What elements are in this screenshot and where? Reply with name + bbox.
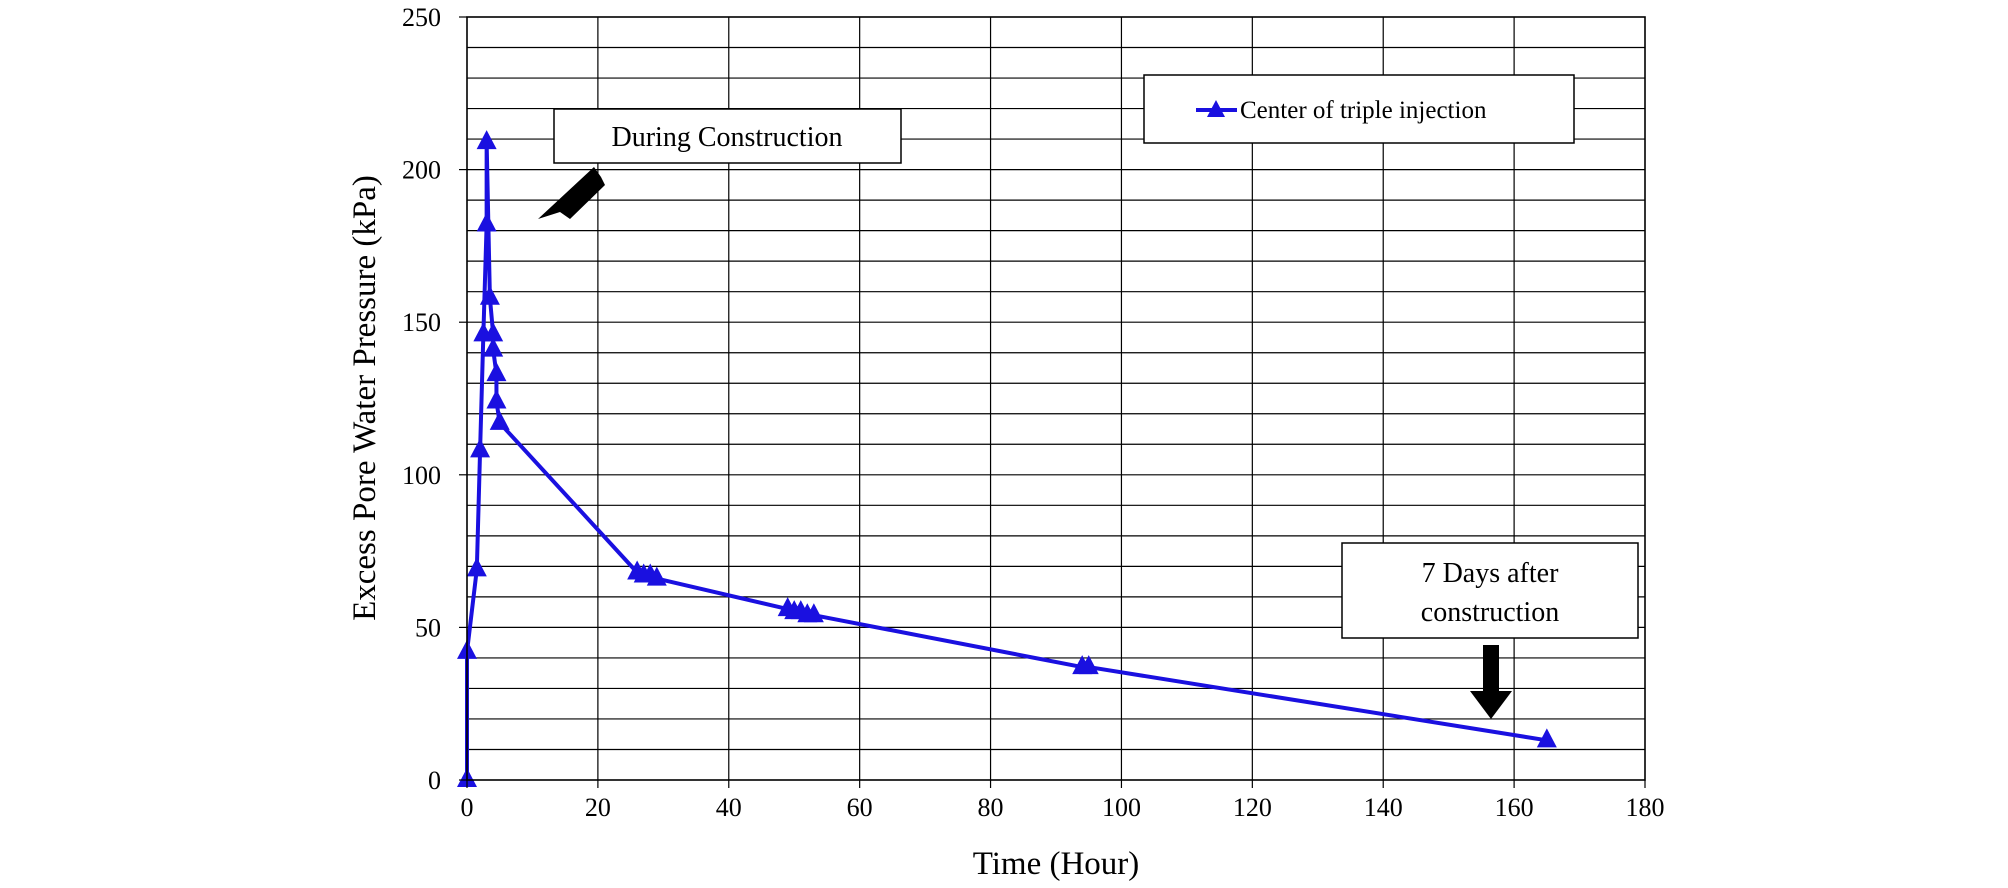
x-tick-label: 40 [716, 793, 742, 822]
data-point-marker [486, 362, 507, 382]
annotation-box [553, 108, 902, 164]
annotation-box [1341, 542, 1639, 639]
arrow-down-icon [1470, 645, 1512, 719]
data-point-marker [803, 603, 824, 623]
data-point-marker [466, 557, 487, 577]
x-tick-label: 0 [461, 793, 474, 822]
legend-label: Center of triple injection [1240, 97, 1487, 124]
data-point-marker [489, 410, 510, 430]
series-layer [457, 130, 1557, 787]
data-point-marker [486, 389, 507, 409]
data-point-marker [476, 130, 497, 150]
x-tick-label: 80 [978, 793, 1004, 822]
x-tick-label: 180 [1626, 793, 1665, 822]
x-axis-tick-labels: 0 20 40 60 80 100 120 140 160 180 [461, 780, 1665, 822]
y-axis-title: Excess Pore Water Pressure (kPa) [347, 175, 383, 621]
annotation-text: During Construction [612, 122, 843, 153]
data-point-marker [479, 285, 500, 305]
x-tick-label: 160 [1495, 793, 1534, 822]
y-axis-tick-labels: 0 50 100 150 200 250 [402, 3, 467, 795]
y-tick-label: 150 [402, 308, 441, 337]
data-point-marker [646, 566, 667, 586]
legend-triangle-marker [1207, 100, 1225, 117]
data-point-marker [1078, 655, 1099, 675]
x-tick-label: 60 [847, 793, 873, 822]
data-point-marker [483, 322, 504, 342]
x-tick-label: 120 [1233, 793, 1272, 822]
x-tick-label: 100 [1102, 793, 1141, 822]
data-point-marker [483, 337, 504, 357]
arrow-down-left-icon [532, 167, 605, 219]
annotation-during-construction: During Construction [532, 108, 902, 219]
data-point-marker [1536, 728, 1557, 748]
data-point-marker [470, 438, 491, 458]
annotation-7-days-after: 7 Days after construction [1341, 542, 1639, 719]
legend: Center of triple injection [1143, 74, 1575, 144]
x-tick-label: 20 [585, 793, 611, 822]
y-tick-label: 100 [402, 461, 441, 490]
x-tick-label: 140 [1364, 793, 1403, 822]
x-axis-title: Time (Hour) [973, 846, 1140, 882]
y-tick-label: 250 [402, 3, 441, 32]
y-tick-label: 50 [415, 613, 441, 642]
annotation-text-line-2: construction [1421, 597, 1559, 628]
plot-area-border [466, 16, 1646, 781]
y-tick-label: 0 [428, 766, 441, 795]
y-tick-label: 200 [402, 156, 441, 185]
data-point-marker [476, 212, 497, 232]
annotation-text-line-1: 7 Days after [1422, 558, 1560, 589]
